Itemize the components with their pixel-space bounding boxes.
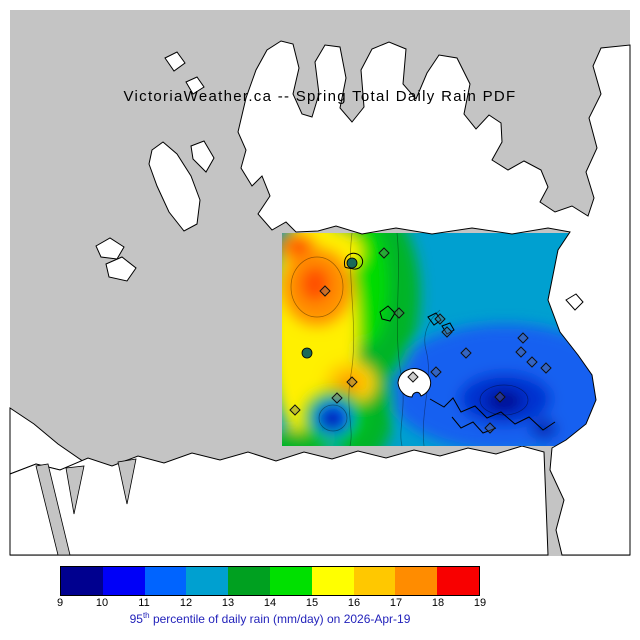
colorbar-tick-label: 13 — [221, 597, 235, 609]
island — [148, 141, 201, 232]
islet-outline — [427, 312, 442, 326]
station-diamond-marker — [494, 391, 506, 403]
contour-line — [396, 233, 404, 446]
station-diamond-marker — [407, 371, 419, 383]
station-diamond-marker — [289, 404, 301, 416]
colorbar-segment — [395, 567, 438, 595]
station-diamond-marker — [460, 347, 472, 359]
island — [190, 140, 215, 173]
colorbar-tick-label: 16 — [347, 597, 361, 609]
inlet — [117, 458, 137, 505]
station-diamond-marker — [331, 392, 343, 404]
colorbar-segment — [186, 567, 229, 595]
colorbar-labels: 9 10 11 12 13 14 15 16 17 18 19 — [56, 597, 486, 610]
colorbar-segment — [144, 567, 187, 595]
station-circle-marker — [301, 347, 313, 359]
caption-text: percentile of daily rain (mm/day) on 202… — [149, 612, 411, 626]
islet-outline — [379, 305, 396, 322]
colorbar-segment — [353, 567, 396, 595]
colorbar-tick-label: 18 — [431, 597, 445, 609]
island — [95, 237, 125, 260]
station-diamond-marker — [393, 307, 405, 319]
caption-value: 95 — [129, 612, 143, 626]
contour-line — [348, 233, 355, 446]
landmasses — [9, 51, 549, 556]
station-diamond-marker — [319, 285, 331, 297]
island — [164, 51, 186, 72]
contour-line — [318, 404, 348, 432]
colorbar — [60, 566, 480, 596]
south-coastline — [429, 397, 556, 431]
island — [105, 256, 137, 282]
colorbar-segment — [311, 567, 354, 595]
map-title: VictoriaWeather.ca -- Spring Total Daily… — [123, 88, 517, 105]
station-diamond-marker — [540, 362, 552, 374]
colorbar-tick-label: 10 — [95, 597, 109, 609]
colorbar-tick-label: 17 — [389, 597, 403, 609]
station-diamond-marker — [430, 366, 442, 378]
caption: 95th percentile of daily rain (mm/day) o… — [40, 611, 500, 626]
islet-outline — [565, 293, 584, 311]
colorbar-segment — [61, 567, 103, 595]
southern-peninsula — [9, 445, 549, 556]
colorbar-tick-label: 14 — [263, 597, 277, 609]
contour-line — [290, 256, 344, 318]
colorbar-tick-label: 15 — [305, 597, 319, 609]
caption-superscript: th — [142, 611, 150, 620]
colorbar-segment — [228, 567, 270, 595]
station-diamond-marker — [378, 247, 390, 259]
station-diamond-marker — [517, 332, 529, 344]
colorbar-tick-label: 19 — [473, 597, 487, 609]
coastline-details — [343, 252, 584, 434]
colorbar-tick-label: 9 — [56, 597, 64, 609]
colorbar-tick-label: 12 — [179, 597, 193, 609]
station-diamond-marker — [484, 422, 496, 434]
station-markers — [289, 247, 552, 434]
station-diamond-marker — [434, 313, 446, 325]
station-diamond-marker — [441, 326, 453, 338]
colorbar-tick-label: 11 — [138, 597, 150, 609]
colorbar-segment — [269, 567, 312, 595]
harbour-patch — [397, 368, 432, 398]
colorbar-segment — [437, 567, 479, 595]
colorbar-segment — [102, 567, 145, 595]
inlet — [65, 465, 85, 515]
station-diamond-marker — [526, 356, 538, 368]
islet-outline — [441, 322, 455, 335]
coastline-hook — [343, 252, 364, 270]
inlet — [35, 463, 71, 556]
island — [185, 76, 205, 95]
station-circle-marker — [346, 257, 358, 269]
rain-field — [282, 233, 598, 446]
station-diamond-marker — [515, 346, 527, 358]
contour-line — [422, 309, 441, 446]
station-diamond-marker — [346, 376, 358, 388]
north-east-landmass — [237, 40, 631, 556]
south-coastline — [451, 416, 497, 434]
